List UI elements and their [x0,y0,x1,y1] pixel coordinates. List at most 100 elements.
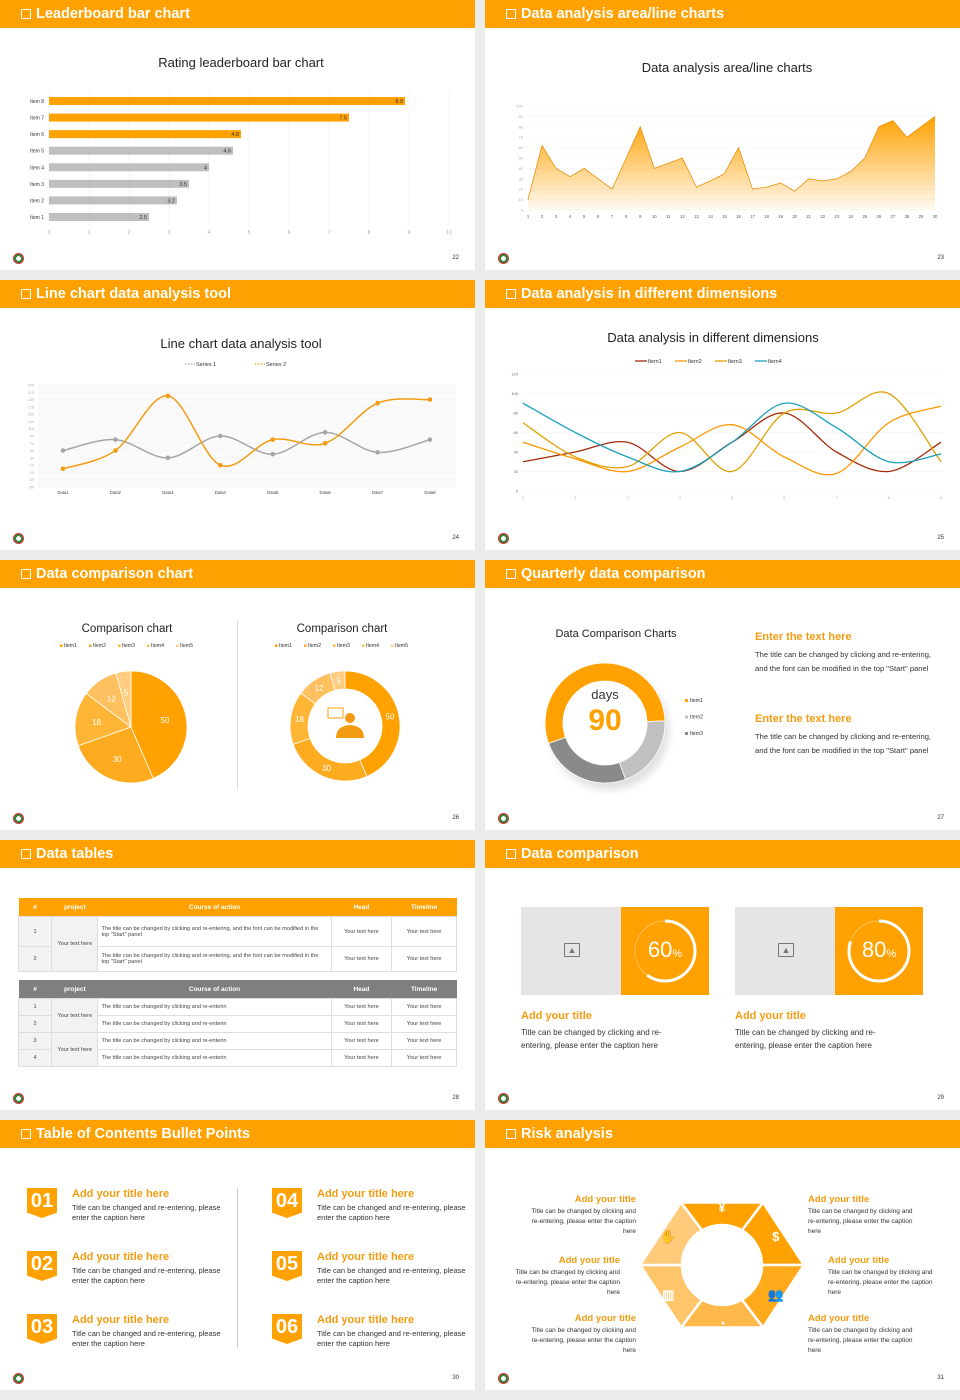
legend-marker [176,644,179,647]
x-tick-label: 29 [919,214,924,219]
percent-value: 60% [621,937,709,963]
y-tick-label: 210 [28,391,34,395]
y-tick-label: 20 [519,187,524,192]
x-tick-label: Data3 [162,490,174,495]
table-row: 1 Your text here The title can be changed … [17,916,457,972]
y-tick-label: 70 [519,135,524,140]
chart-title: Line chart data analysis tool [160,336,322,351]
person-head [345,713,355,723]
data-label: 3.5 [179,182,187,188]
header-title: Table of Contents Bullet Points [36,1126,251,1142]
x-tick-label: 11 [666,214,671,219]
action-cell: The title can be changed by clicking and… [97,1049,332,1067]
number-badge: 05 [272,1251,302,1281]
logo-icon [13,813,24,824]
checkbox-icon [506,289,516,299]
image-add-icon: ▲ [564,943,580,957]
pie-slice [544,662,666,745]
x-tick-label: 20 [792,214,797,219]
action-cell: The title can be changed by clicking and… [97,916,332,947]
progress-ring [847,919,911,983]
x-tick-label: 12 [680,214,685,219]
image-add-icon: ▲ [778,943,794,957]
table-row: 3 Your text here The title can be changed … [17,1032,457,1067]
header-title: Data analysis in different dimensions [521,286,778,302]
timeline-cell: Your text here [391,916,457,947]
bullet-title: Add your title here [317,1188,415,1200]
y-tick-label: 40 [519,166,524,171]
card-text: Title can be changed by clicking and re-… [735,1028,876,1050]
slide-header: Quarterly data comparison [485,560,960,588]
y-tick-label: 50 [519,156,524,161]
y-tick-label: 80 [519,124,524,129]
action-cell: The title can be changed by clicking and… [97,946,332,972]
legend-label: Item3 [122,643,135,649]
risk-text: Title can be changed by clicking and re-… [515,1269,620,1296]
bullet-title: Add your title here [317,1251,415,1263]
chart-title: Rating leaderboard bar chart [158,55,324,70]
bar [49,179,189,188]
header-title: Leaderboard bar chart [36,6,190,22]
data-point [165,393,171,399]
x-tick-label: Data7 [372,490,384,495]
y-tick-label: 90 [30,435,34,439]
bullet-text: Title can be changed and re-entering, pl… [317,1266,466,1285]
days-donut-chart: Item1 Item2 Item3 [544,662,703,790]
data-label: 3.2 [167,198,175,204]
pie-slice [74,692,132,747]
data-point [60,448,66,453]
number-badge: 01 [27,1188,57,1218]
x-tick-label: 4 [569,214,572,219]
slide-header: Leaderboard bar chart [0,0,475,28]
y-tick-label: 0 [521,208,524,213]
column-header-head: Head [353,985,370,993]
block-title: Enter the text here [755,713,852,725]
person-body [336,725,364,738]
checkbox-icon [21,849,31,859]
bar [49,213,149,221]
slide-header: Data comparison [485,840,960,868]
slide-header: Risk analysis [485,1120,960,1148]
area-line [527,116,936,200]
header-title: Data comparison chart [36,566,194,582]
action-cell: The title can be changed by clicking and… [97,1015,332,1033]
x-tick-label: 7 [611,214,614,219]
legend-marker [89,644,92,647]
table-row: 4 The title can be changed by clicking an… [17,1049,457,1067]
risk-text: Title can be changed by clicking and re-… [808,1208,913,1235]
action-cell: The title can be changed by clicking and… [97,1032,332,1050]
x-tick-label: 2 [574,495,577,500]
header-title: Data comparison [521,846,639,862]
bar [49,97,405,106]
timeline-cell: Your text here [391,1015,457,1033]
x-tick-label: 19 [778,214,783,219]
slide-multi-line-chart: 0 20 40 60 80 100 120 1 2 3 4 5 6 7 8 9 Item1 Item2 Item3 I… [485,280,960,550]
pie-slice [115,670,132,728]
bar-chart: 0 1 2 3 4 5 6 7 8 9 10 Item 1 2.5 Item 2 3.2 Item 3 3.5 I… [30,92,452,236]
line-chart: -50 -30 -10 10 30 50 70 90 110 130 150 170 190 210 230… [28,362,456,495]
x-tick-label: 10 [446,230,452,236]
bar [49,196,177,205]
row-number: 2 [17,946,53,972]
donut-label: days [591,687,619,702]
slice-label: 12 [107,694,116,703]
header-title: Data analysis area/line charts [521,6,725,22]
legend-label: Item1 [648,359,662,365]
y-tick-label: 70 [30,442,34,446]
category-label: Item 6 [30,132,44,138]
card-text: Title can be changed by clicking and re-… [521,1028,662,1050]
series-line [522,405,942,476]
x-tick-label: 25 [862,214,867,219]
series-line [62,395,431,470]
slide-data-comparison: Data comparison ▲ 60% Add your title Title … [485,840,960,1110]
series-line [62,431,431,459]
page-number: 29 [937,1095,944,1101]
x-tick-label: 3 [626,495,629,500]
x-tick-label: 4 [208,230,211,236]
checkbox-icon [506,9,516,19]
divider [237,620,238,790]
pie-slice [329,670,346,691]
table-row: 2 The title can be changed by clicking an… [17,946,457,972]
logo-icon [13,253,24,264]
bullet-text: Title can be changed and re-entering, pl… [317,1329,466,1348]
